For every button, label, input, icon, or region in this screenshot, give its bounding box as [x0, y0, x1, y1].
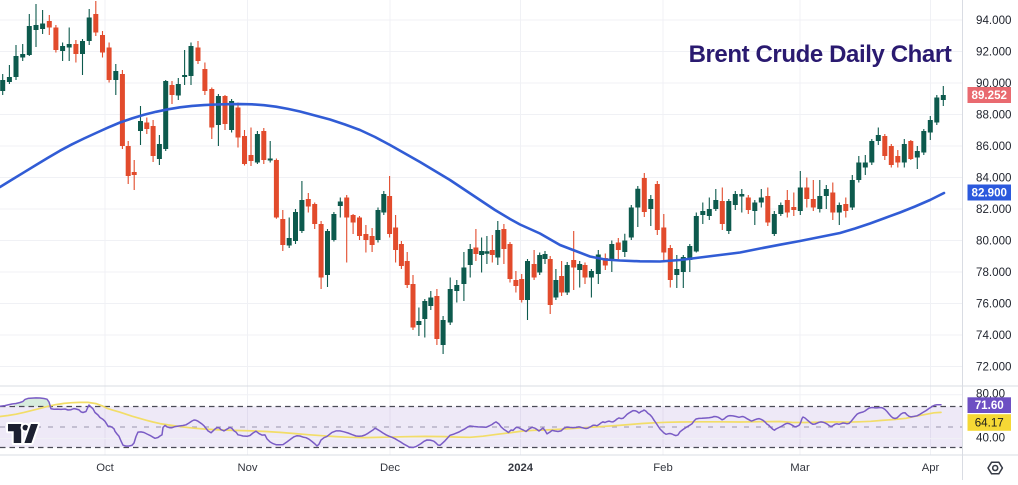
svg-text:92.000: 92.000 — [976, 46, 1011, 59]
svg-text:82.900: 82.900 — [972, 187, 1007, 200]
svg-text:76.000: 76.000 — [976, 298, 1011, 311]
svg-text:64.17: 64.17 — [975, 417, 1004, 430]
svg-text:71.60: 71.60 — [975, 399, 1004, 412]
svg-text:86.000: 86.000 — [976, 140, 1011, 153]
svg-text:Brent Crude Daily Chart: Brent Crude Daily Chart — [689, 41, 952, 68]
svg-text:78.000: 78.000 — [976, 266, 1011, 279]
svg-text:2024: 2024 — [508, 462, 534, 474]
svg-text:80.00: 80.00 — [976, 388, 1005, 401]
svg-text:Feb: Feb — [653, 462, 672, 474]
svg-text:88.000: 88.000 — [976, 109, 1011, 122]
svg-text:Nov: Nov — [237, 462, 257, 474]
svg-text:Oct: Oct — [96, 462, 114, 474]
svg-text:84.000: 84.000 — [976, 172, 1011, 185]
svg-text:94.000: 94.000 — [976, 14, 1011, 27]
svg-text:80.000: 80.000 — [976, 235, 1011, 248]
svg-text:Apr: Apr — [922, 462, 940, 474]
svg-text:72.000: 72.000 — [976, 361, 1011, 374]
svg-text:40.00: 40.00 — [976, 432, 1005, 445]
svg-text:82.000: 82.000 — [976, 203, 1011, 216]
svg-text:89.252: 89.252 — [972, 89, 1007, 102]
svg-text:74.000: 74.000 — [976, 329, 1011, 342]
svg-text:Dec: Dec — [380, 462, 400, 474]
svg-text:90.000: 90.000 — [976, 77, 1011, 90]
svg-text:Mar: Mar — [790, 462, 810, 474]
